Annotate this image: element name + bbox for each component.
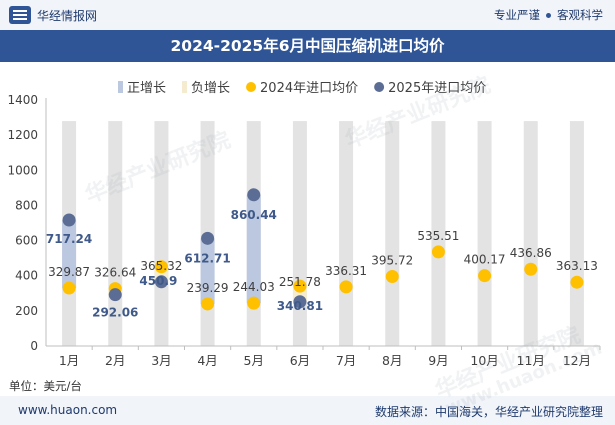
data-label-2024: 535.51	[417, 229, 459, 243]
point-2025	[154, 275, 168, 289]
data-label-2024: 239.29	[187, 281, 229, 295]
data-label-2025: 251.78	[279, 275, 321, 289]
data-label-2024: 436.86	[510, 246, 552, 260]
x-tick-label: 1月	[59, 353, 79, 368]
data-label-2025: 292.06	[92, 306, 138, 320]
point-2024	[431, 245, 445, 259]
top-bar: 华经情报网 专业严谨 客观科学	[0, 0, 615, 30]
x-tick-label: 6月	[290, 353, 310, 368]
data-label-2024: 395.72	[371, 253, 413, 267]
legend-swatch	[118, 81, 123, 93]
point-2025	[293, 295, 307, 309]
x-tick-label: 7月	[336, 353, 356, 368]
legend-swatch	[246, 82, 257, 92]
point-2024	[570, 275, 584, 289]
data-label-2024: 400.17	[464, 253, 506, 267]
point-2024	[478, 269, 492, 283]
y-tick-label: 1000	[7, 163, 38, 177]
y-tick-label: 200	[15, 304, 38, 318]
point-2024	[385, 269, 399, 283]
point-2025	[62, 213, 76, 227]
footer-site-link[interactable]: www.huaon.com	[18, 403, 118, 417]
x-tick-label: 4月	[197, 353, 217, 368]
footer: www.huaon.com 数据来源：中国海关，华经产业研究院整理	[0, 396, 615, 425]
point-2025	[108, 288, 122, 302]
background-column	[431, 121, 446, 346]
bullet-icon	[546, 12, 551, 18]
background-column	[385, 121, 400, 346]
data-label-2025: 612.71	[184, 251, 230, 265]
x-tick-label: 3月	[151, 353, 171, 368]
background-column	[477, 121, 492, 346]
y-tick-label: 0	[30, 339, 38, 353]
x-tick-label: 5月	[244, 353, 264, 368]
point-2024	[339, 280, 353, 294]
chart-svg: 正增长 负增长 2024年进口均价 2025年进口均价 0 200 400 600 800 100…	[7, 81, 601, 368]
footer-source: 数据来源：中国海关，华经产业研究院整理	[374, 405, 603, 419]
growth-bar	[62, 219, 77, 289]
background-column	[569, 121, 584, 346]
slogan-right: 客观科学	[557, 8, 603, 22]
y-tick-label: 1200	[7, 128, 38, 142]
point-2024	[524, 262, 538, 276]
y-tick-label: 400	[15, 269, 38, 283]
y-tick-label: 600	[15, 234, 38, 248]
y-tick-label: 800	[15, 198, 38, 212]
slogan: 专业严谨 客观科学	[494, 7, 603, 23]
point-2024	[154, 260, 168, 274]
growth-bar	[246, 194, 261, 304]
brand-name: 华经情报网	[37, 8, 98, 23]
data-label-2024: 326.64	[94, 266, 136, 280]
x-tick-label: 9月	[428, 353, 448, 368]
x-tick-label: 12月	[563, 353, 591, 368]
growth-bar	[200, 238, 215, 304]
background-column	[154, 121, 169, 346]
x-tick-label: 10月	[470, 353, 498, 368]
point-2025	[201, 231, 215, 245]
point-2025	[247, 188, 261, 202]
x-tick-label: 2月	[105, 353, 125, 368]
data-label-2024: 340.81	[277, 299, 323, 313]
logo-icon	[9, 6, 31, 24]
legend-swatch	[374, 82, 385, 92]
background-column	[339, 121, 354, 346]
y-tick-label: 1400	[7, 93, 38, 107]
legend-label: 正增长	[127, 81, 166, 96]
data-label-2024: 244.03	[233, 280, 275, 294]
data-label-2025: 365.32	[140, 259, 182, 273]
brand[interactable]: 华经情报网	[9, 6, 97, 24]
legend-label: 2024年进口均价	[260, 81, 358, 96]
data-label-2024: 363.13	[556, 259, 598, 273]
point-2024	[62, 281, 76, 295]
slogan-left: 专业严谨	[494, 8, 540, 22]
data-label-2024: 329.87	[48, 265, 90, 279]
point-2024	[201, 297, 215, 311]
data-label-2024: 336.31	[325, 264, 367, 278]
legend-swatch	[182, 81, 188, 93]
chart-title: 2024-2025年6月中国压缩机进口均价	[0, 30, 615, 62]
point-2024	[247, 296, 261, 310]
unit-label: 单位：美元/台	[9, 379, 82, 393]
data-label-2025: 717.24	[46, 232, 92, 246]
background-column	[523, 121, 538, 346]
legend-label: 负增长	[191, 81, 230, 96]
legend-label: 2025年进口均价	[388, 81, 486, 96]
x-tick-label: 8月	[382, 353, 402, 368]
point-2024	[293, 279, 307, 293]
x-tick-label: 11月	[517, 353, 545, 368]
data-label-2025: 860.44	[231, 208, 277, 222]
data-label-2024: 450.9	[139, 274, 177, 288]
